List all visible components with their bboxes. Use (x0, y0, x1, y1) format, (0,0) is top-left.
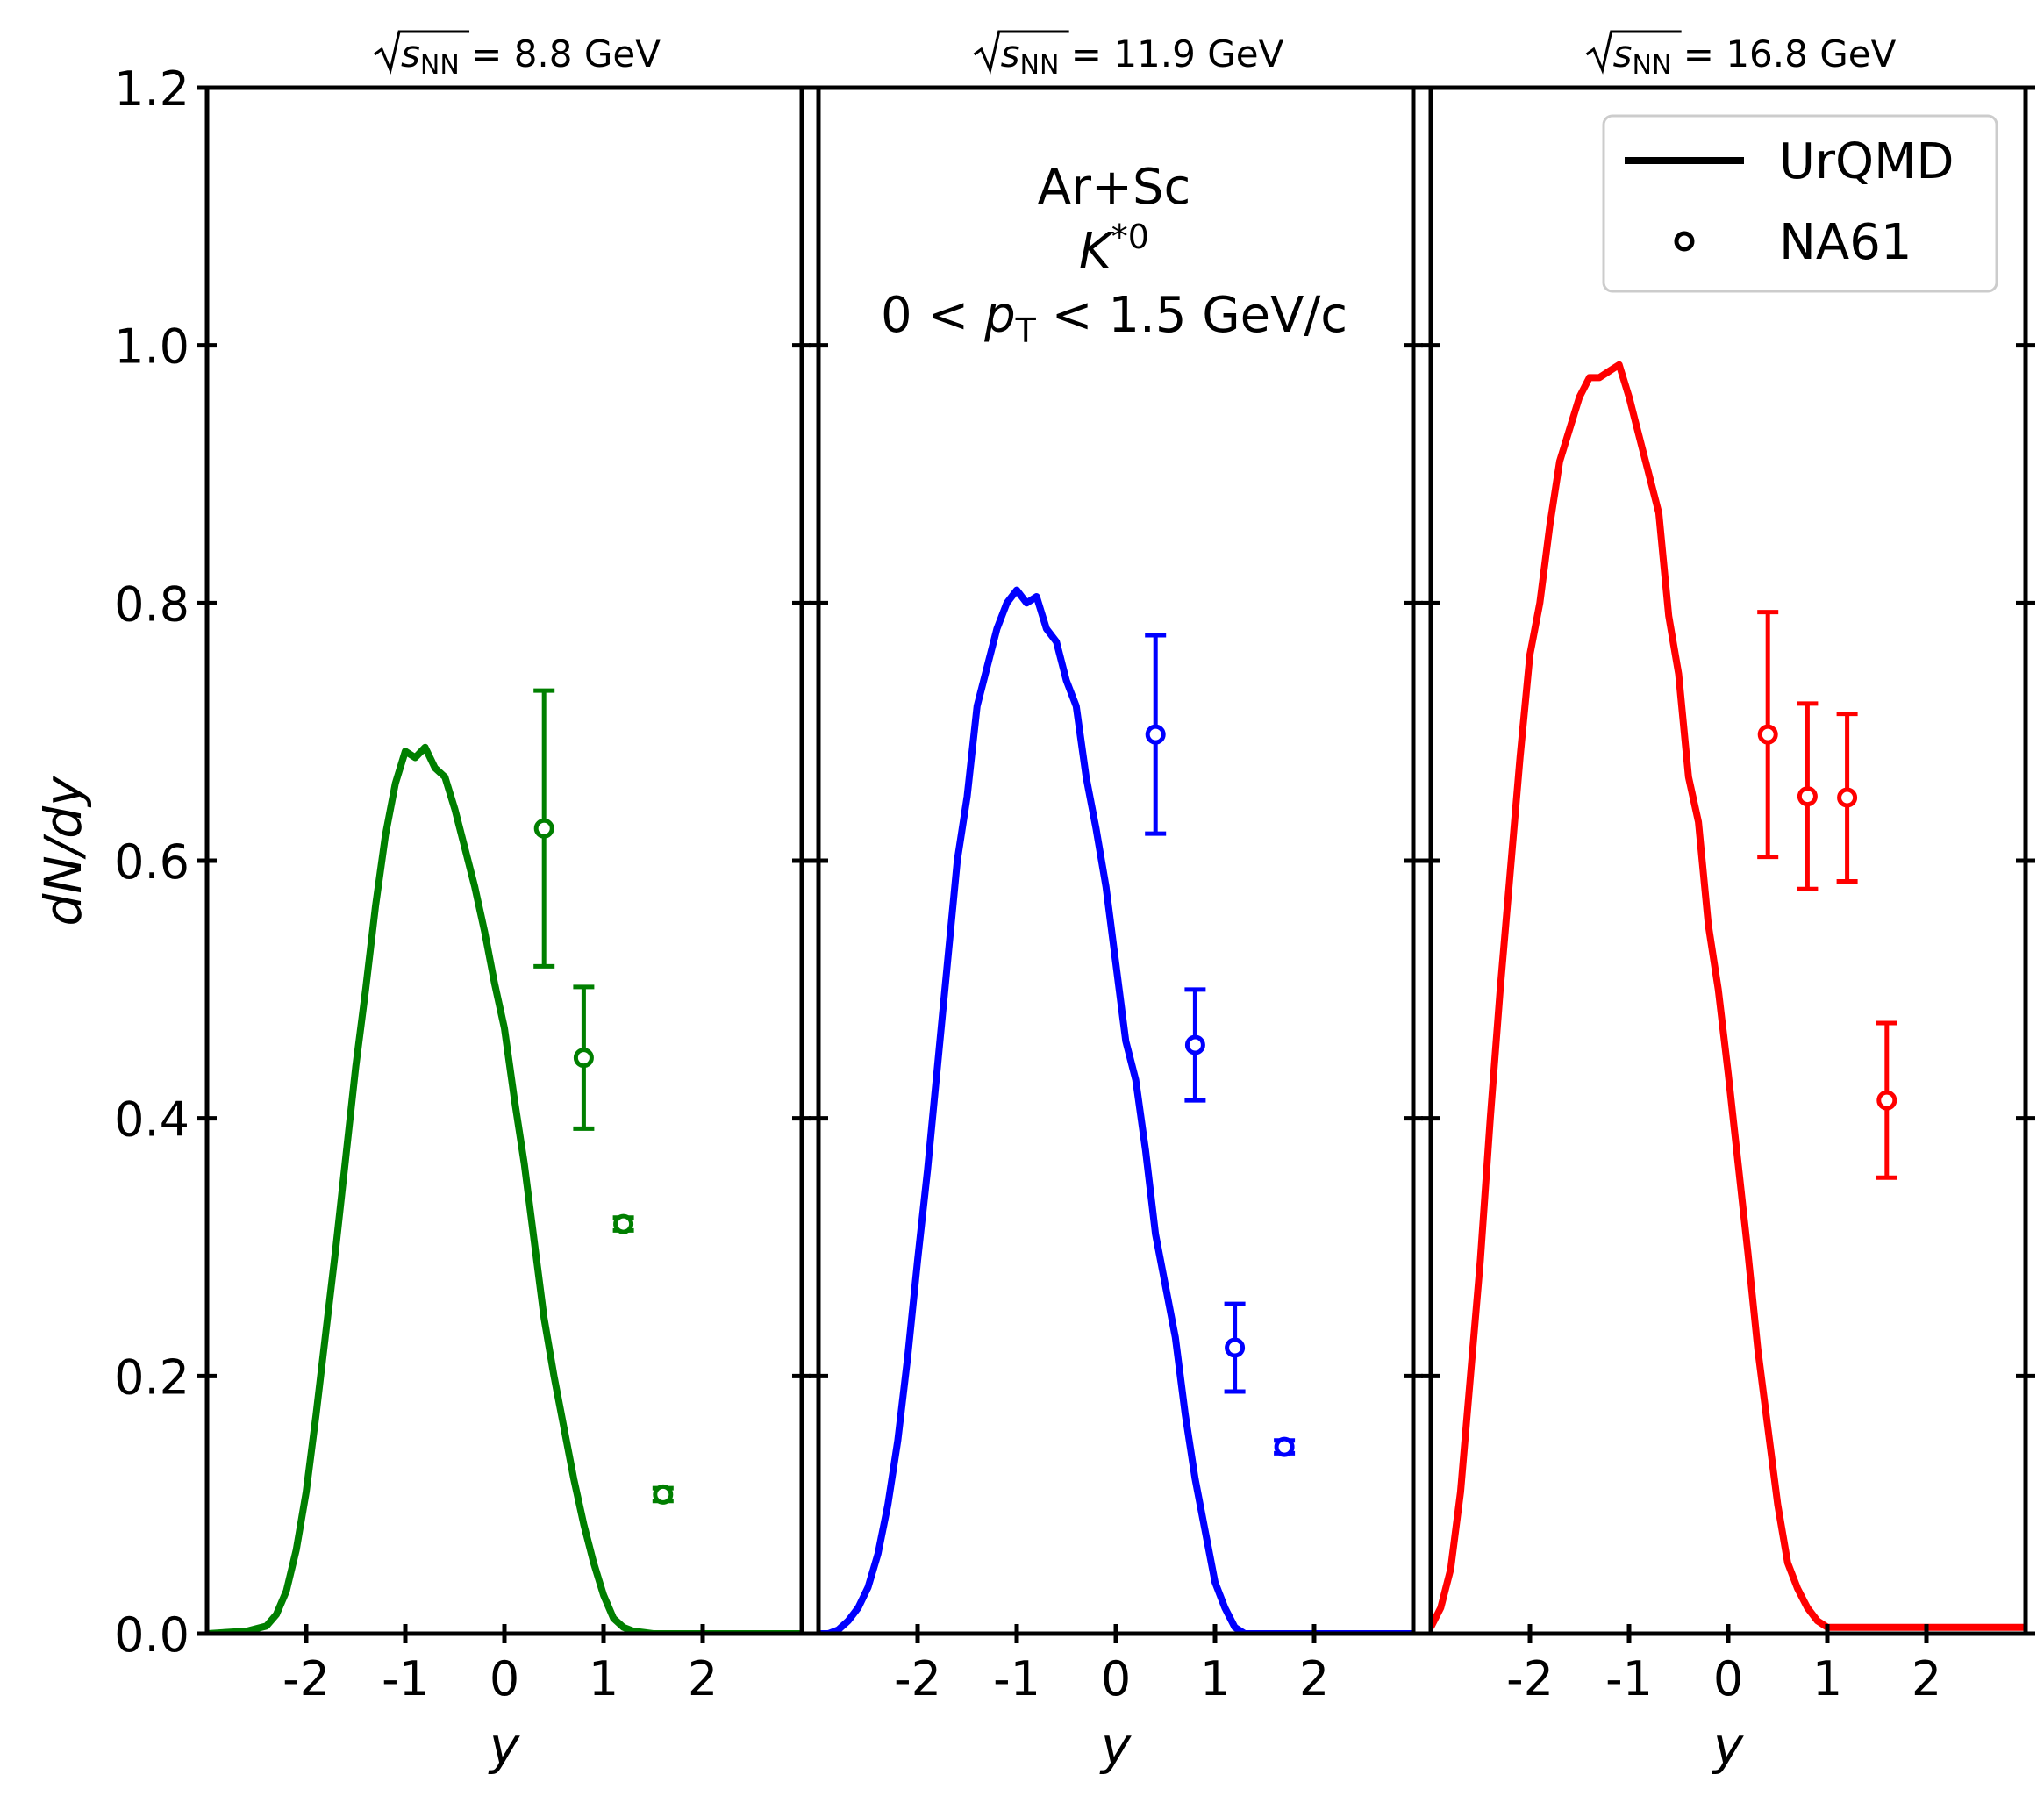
na61-point (1225, 1337, 1246, 1358)
x-tick-label: 1 (589, 1651, 618, 1707)
panel-energy-title: sNN = 8.8 GeV (401, 32, 661, 81)
panels-layer: 0.0 0.2 0.4 0.6 0.8 1.0 1.2 -2 -1 0 1 2 y sNN = 8.8 G… (114, 30, 2035, 1776)
panel-2: -2 -1 0 1 2 y sNN = 11.9 GeV (809, 30, 1423, 1776)
y-tick-label: 0.6 (114, 834, 189, 890)
legend-na61-label: NA61 (1779, 214, 1912, 271)
na61-point (653, 1484, 674, 1505)
y-tick-label: 0.8 (114, 576, 189, 632)
annotation-particle: K*0 (1079, 218, 1149, 280)
x-tick-label: -2 (282, 1651, 330, 1707)
panel-energy-title: sNN = 11.9 GeV (1001, 32, 1284, 81)
panel-frame (1428, 85, 2028, 1636)
x-tick-label: 1 (1200, 1651, 1230, 1707)
na61-point (573, 1048, 594, 1069)
y-tick-label: 0.2 (114, 1349, 189, 1405)
x-tick-label: 2 (1912, 1651, 1941, 1707)
na61-point (533, 818, 554, 839)
panel-frame (204, 85, 804, 1636)
na61-point (1797, 786, 1818, 807)
annotation-system: Ar+Sc (1038, 159, 1191, 216)
legend-urqmd-label: UrQMD (1779, 133, 1955, 190)
urqmd-curve (207, 743, 802, 1634)
x-axis-label: y (1712, 1716, 1744, 1776)
x-tick-label: -2 (894, 1651, 941, 1707)
y-tick-label: 1.2 (114, 61, 189, 117)
x-tick-label: 0 (490, 1651, 519, 1707)
sqrt-sign-icon (1585, 30, 1682, 75)
y-tick-label: 0.4 (114, 1092, 189, 1148)
na61-point (1876, 1090, 1897, 1111)
x-tick-label: -1 (382, 1651, 429, 1707)
x-tick-label: -1 (993, 1651, 1040, 1707)
na61-point (1274, 1436, 1295, 1457)
y-axis-label: dN/dy (33, 776, 93, 927)
x-tick-label: 1 (1812, 1651, 1842, 1707)
x-tick-label: 2 (688, 1651, 718, 1707)
na61-point (1757, 724, 1778, 745)
na61-point (1184, 1034, 1205, 1055)
urqmd-curve (818, 586, 1413, 1634)
annotation-pt-range: 0 < pT < 1.5 GeV/c (881, 287, 1347, 350)
y-tick-label: 1.0 (114, 319, 189, 375)
panel-energy-title: sNN = 16.8 GeV (1613, 32, 1897, 81)
na61-point (1145, 724, 1166, 745)
x-tick-label: -2 (1506, 1651, 1554, 1707)
x-tick-label: -1 (1605, 1651, 1653, 1707)
panel-3: -2 -1 0 1 2 y sNN = 16.8 GeV (1421, 30, 2035, 1776)
legend: UrQMD NA61 (1602, 114, 1998, 293)
x-axis-label: y (488, 1716, 520, 1776)
sqrt-sign-icon (973, 30, 1069, 75)
na61-point (613, 1213, 634, 1234)
sqrt-sign-icon (374, 30, 470, 75)
na61-point (1837, 787, 1858, 808)
urqmd-curve (1431, 361, 2026, 1631)
x-tick-label: 2 (1299, 1651, 1329, 1707)
panel-1: -2 -1 0 1 2 y sNN = 8.8 GeV (197, 30, 811, 1776)
legend-na61-marker-icon (1674, 231, 1695, 252)
y-tick-label: 0.0 (114, 1607, 189, 1663)
x-axis-label: y (1099, 1716, 1132, 1776)
x-tick-label: 0 (1101, 1651, 1131, 1707)
annotation: Ar+Sc K*0 0 < pT < 1.5 GeV/c (881, 159, 1347, 350)
x-tick-label: 0 (1713, 1651, 1743, 1707)
